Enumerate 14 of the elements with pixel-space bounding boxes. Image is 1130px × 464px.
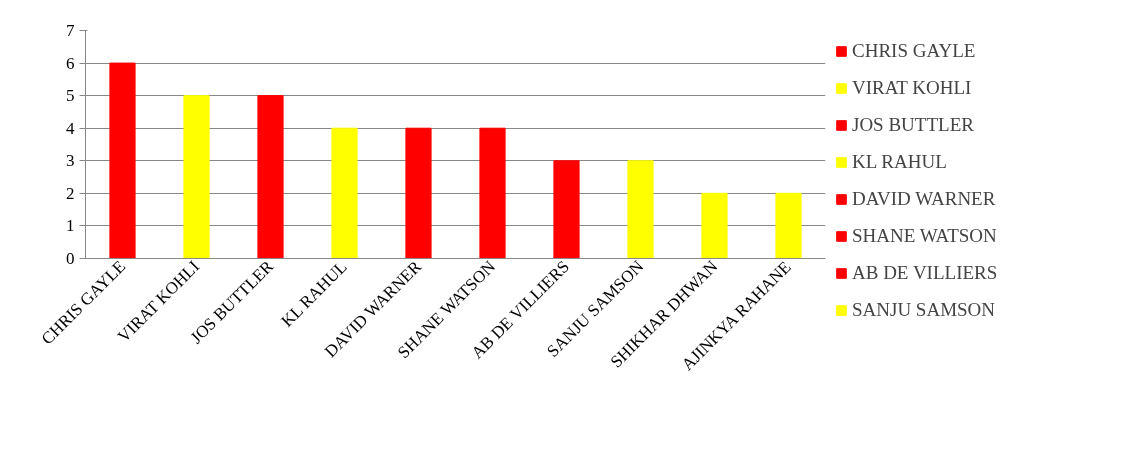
y-tick-label: 6 <box>66 53 75 73</box>
legend-label: SHANE WATSON <box>852 225 997 247</box>
legend-label: VIRAT KOHLI <box>852 77 972 99</box>
legend-label: JOS BUTTLER <box>852 114 974 136</box>
y-tick-label: 0 <box>66 249 75 268</box>
y-tick-label: 2 <box>66 183 75 203</box>
y-tick-label: 5 <box>66 86 75 106</box>
legend-label: KL RAHUL <box>852 151 947 173</box>
y-tick-label: 7 <box>66 21 75 40</box>
y-tick-label: 1 <box>66 216 75 236</box>
y-tick-label: 3 <box>66 151 75 171</box>
legend-label: DAVID WARNER <box>852 188 996 210</box>
legend-label: CHRIS GAYLE <box>852 40 976 62</box>
y-tick-label: 4 <box>66 118 75 138</box>
